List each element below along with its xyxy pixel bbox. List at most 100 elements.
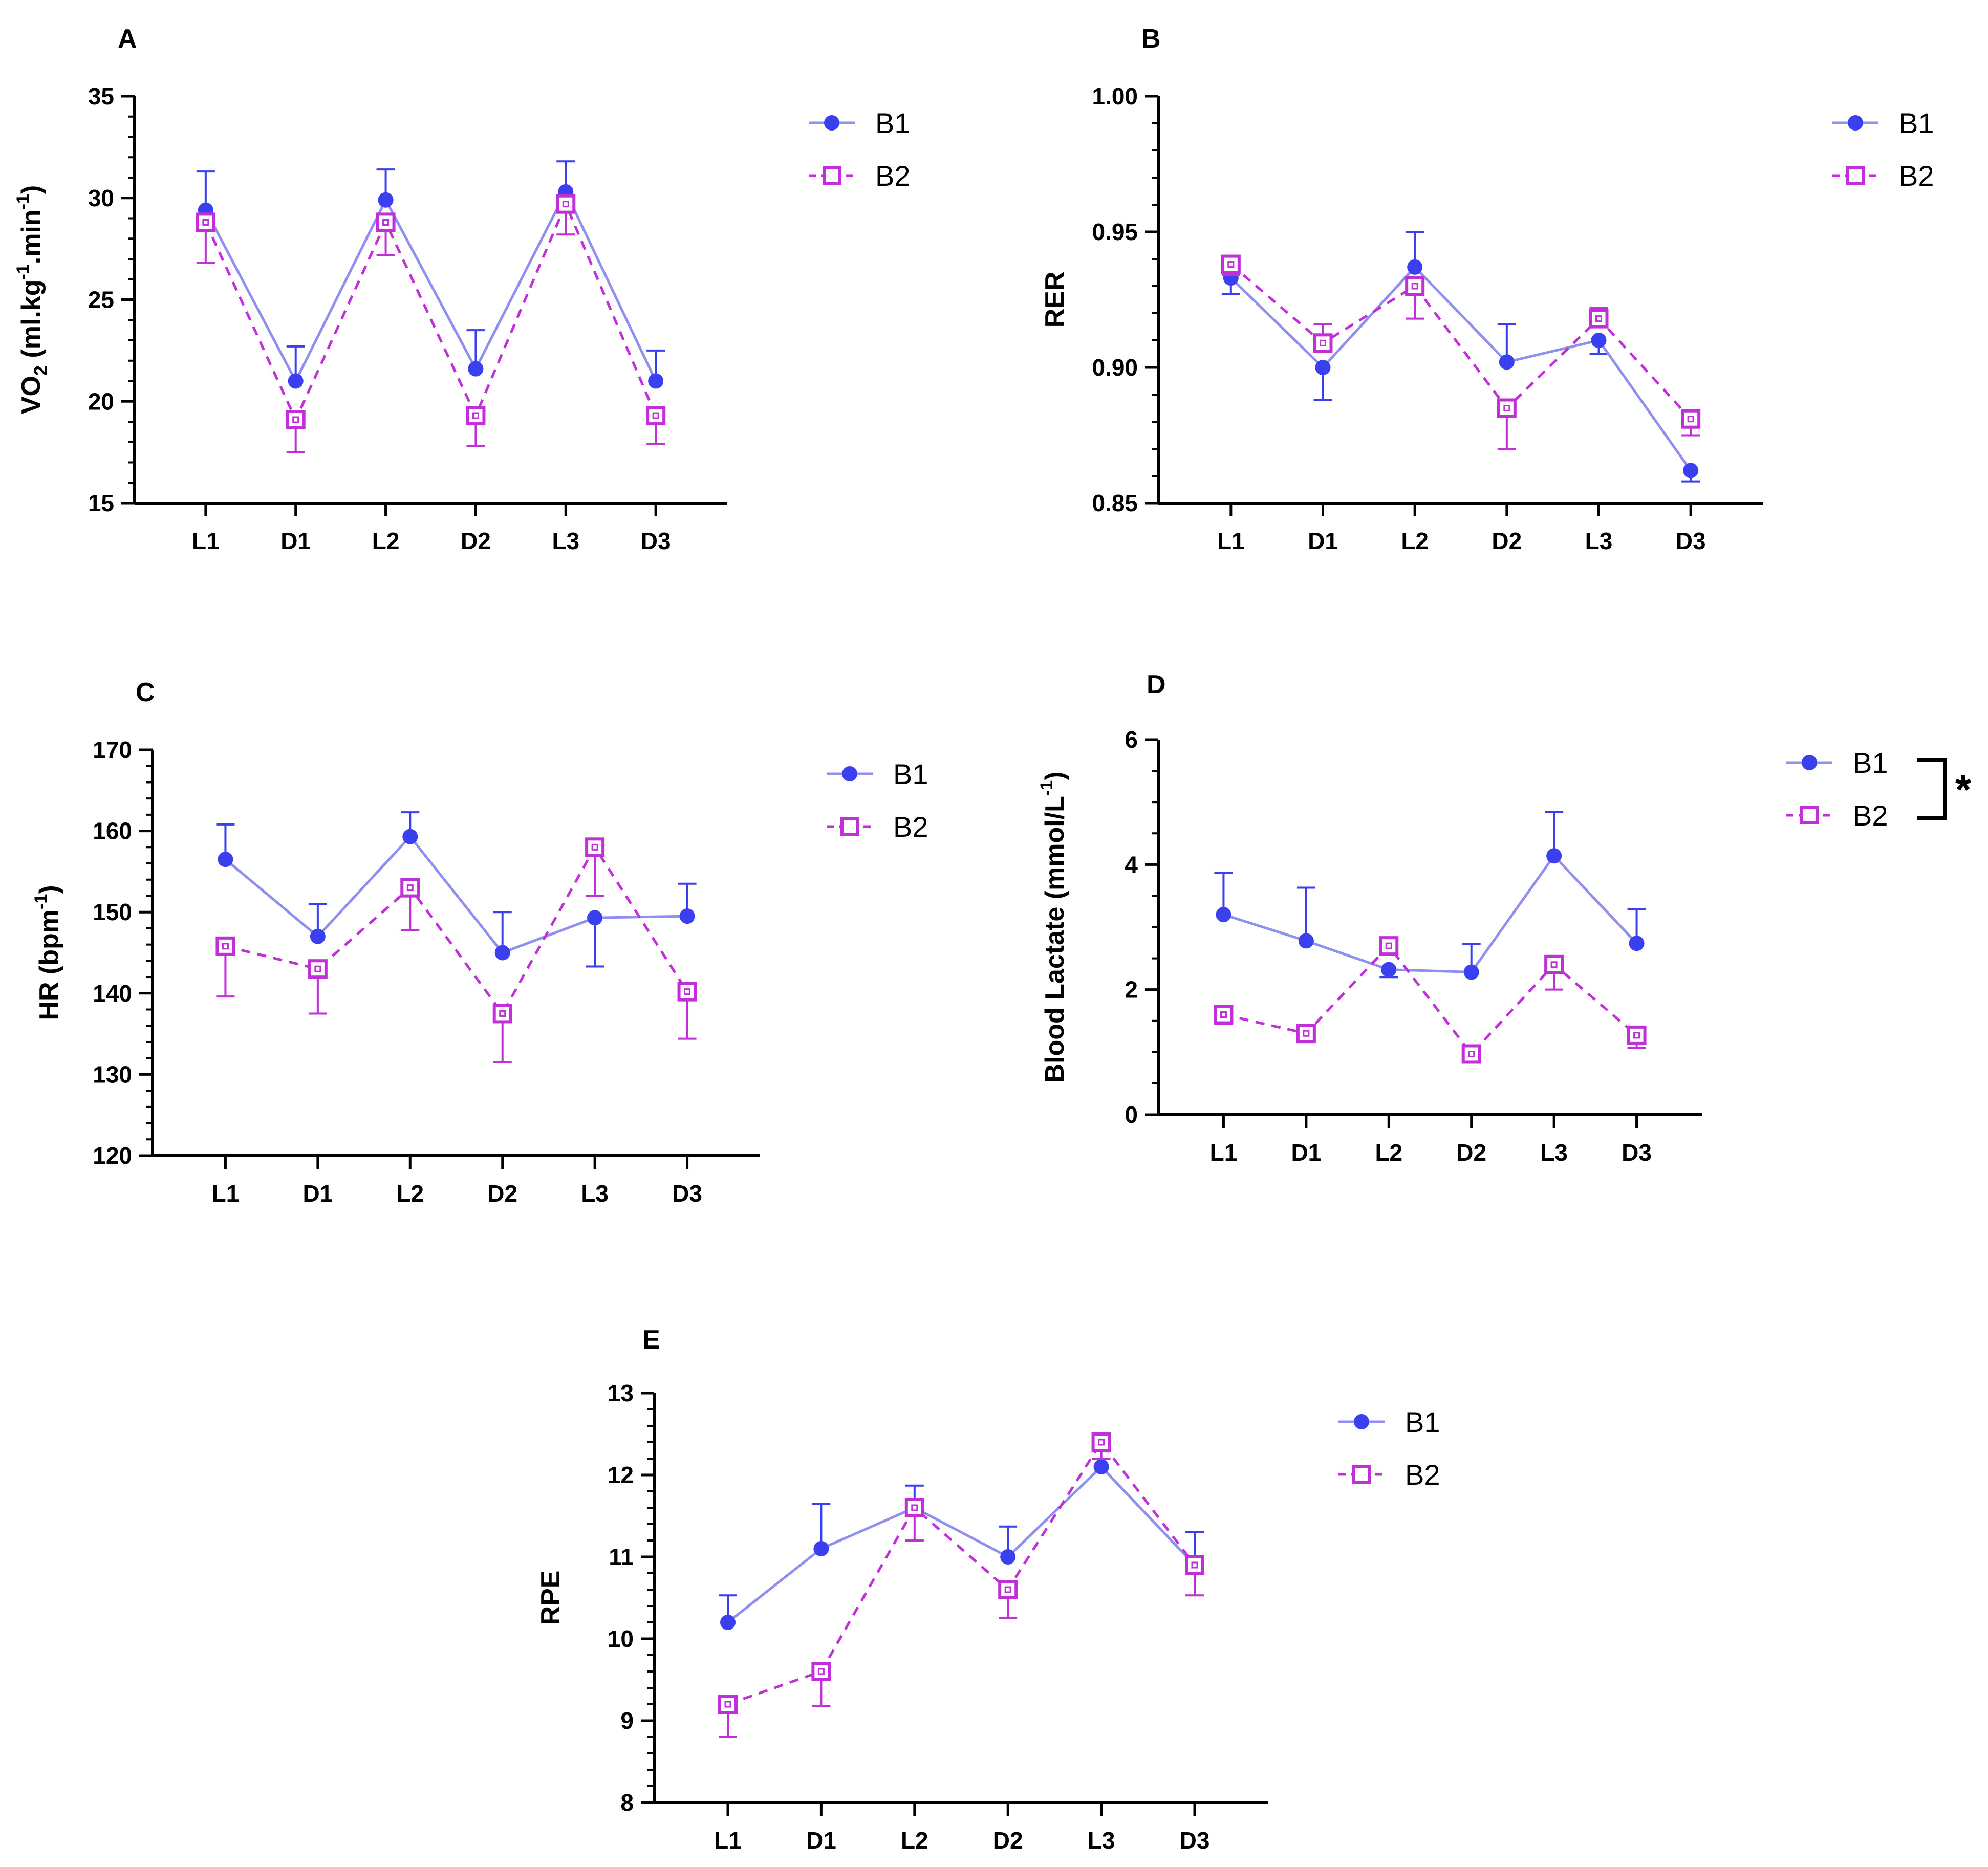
data-point (466, 406, 486, 426)
y-tick-label: 130 (93, 1061, 132, 1088)
data-point (1381, 962, 1397, 978)
y-tick-label: 170 (93, 736, 132, 763)
data-point (1683, 463, 1699, 479)
y-axis-title-part: ) (34, 885, 64, 894)
data-point-inner (1633, 1032, 1640, 1039)
data-point (720, 1615, 736, 1630)
x-tick-label: D3 (1676, 528, 1706, 554)
y-tick-label: 160 (93, 818, 132, 844)
legend-marker (1848, 115, 1863, 131)
series-b1 (1214, 811, 1646, 980)
data-point-inner (562, 201, 569, 208)
x-tick-label: D2 (487, 1180, 517, 1207)
data-point-inner (1468, 1050, 1475, 1057)
y-tick-label: 25 (88, 287, 114, 313)
y-axis-title-main: VO (16, 376, 46, 414)
y-axis-title-main: RER (1040, 272, 1070, 328)
legend-label: B1 (1899, 107, 1934, 139)
legend-marker (1846, 166, 1865, 185)
data-point-inner (1227, 261, 1235, 268)
legend: B1 B2 (1832, 107, 1934, 192)
y-axis-title: HR (bpm-1) (31, 885, 64, 1020)
x-tick-label: L1 (192, 528, 220, 554)
x-tick-label: D1 (1308, 528, 1338, 554)
y-axis-title-main: HR (bpm (34, 909, 64, 1021)
y-axis-title-sup: -1 (13, 194, 33, 209)
series-line (225, 844, 688, 1016)
legend-label: B1 (875, 107, 911, 139)
panel-b: B 0.85 0.90 0.95 1.00 L1 D1 L2 D2 L3 D3 RER B1 B2 (1040, 24, 1934, 554)
x-tick-label: D3 (672, 1180, 702, 1207)
series-b2 (718, 1432, 1204, 1738)
x-tick-label: L1 (1210, 1139, 1238, 1166)
y-axis-title: Blood Lactate (mmol/L-1) (1037, 771, 1070, 1082)
data-point-inner (1385, 942, 1392, 949)
data-point-inner (591, 843, 598, 851)
data-point (378, 192, 394, 208)
data-point (1298, 933, 1314, 949)
data-point-inner (911, 1504, 918, 1511)
data-point (1405, 276, 1425, 296)
data-point (1629, 936, 1645, 951)
y-tick-label: 6 (1125, 726, 1138, 753)
data-point-inner (406, 884, 414, 892)
legend-label: B2 (893, 811, 928, 843)
data-point (468, 361, 484, 377)
data-point (1681, 409, 1701, 429)
data-point-inner (292, 416, 299, 423)
data-point (1216, 907, 1231, 923)
data-point (1544, 954, 1564, 974)
series-line (1230, 265, 1692, 471)
y-axis-title: VO2 (ml.kg-1.min-1) (13, 185, 51, 414)
y-tick-label: 9 (620, 1707, 634, 1734)
y-tick-label: 20 (88, 388, 114, 415)
data-point (400, 878, 420, 898)
y-tick-label: 2 (1125, 976, 1138, 1003)
panel-letter: B (1141, 24, 1161, 54)
x-tick-label: D3 (641, 528, 671, 554)
data-point (218, 852, 233, 867)
x-tick-label: D2 (1456, 1139, 1486, 1166)
y-tick-label: 0.85 (1092, 490, 1138, 516)
y-axis-title-part: (ml.kg (16, 279, 46, 365)
data-point-inner (1098, 1439, 1105, 1446)
data-point (196, 212, 215, 232)
series-b1 (216, 811, 697, 968)
data-point (1627, 1025, 1647, 1045)
data-point-inner (724, 1701, 731, 1708)
data-point-inner (817, 1668, 825, 1675)
legend-marker (1354, 1414, 1369, 1429)
y-axis-title-main: Blood Lactate (mmol/L (1040, 796, 1070, 1082)
series-line (1223, 944, 1638, 1056)
legend-label: B2 (1853, 799, 1888, 832)
legend: B1 B2 (1338, 1406, 1440, 1491)
data-point (1000, 1549, 1016, 1565)
data-point-inner (684, 988, 691, 995)
y-axis-title-sup: -1 (13, 264, 33, 279)
data-point (1461, 1044, 1481, 1064)
data-point (308, 959, 328, 979)
y-axis-title-part: .min (16, 209, 46, 264)
y-axis-title-sup: -1 (1037, 780, 1056, 796)
data-point (215, 936, 235, 956)
x-tick-label: L3 (581, 1180, 609, 1207)
x-tick-label: D3 (1622, 1139, 1652, 1166)
data-point (646, 406, 666, 426)
data-point (677, 982, 697, 1002)
data-point (1091, 1432, 1111, 1452)
series-b2 (1221, 254, 1701, 450)
panel-c: C 120 130 140 150 160 170 L1 D1 L2 D2 L3 D3 HR (bpm-1… (31, 678, 928, 1207)
data-point (310, 928, 326, 944)
y-tick-label: 10 (608, 1625, 634, 1652)
y-tick-label: 0.95 (1092, 219, 1138, 245)
y-tick-label: 30 (88, 185, 114, 211)
x-tick-label: D1 (1291, 1139, 1321, 1166)
y-tick-label: 4 (1125, 851, 1138, 878)
data-point (556, 194, 576, 214)
y-axis-title: RER (1040, 272, 1070, 328)
x-tick-label: D1 (806, 1827, 836, 1854)
data-point-inner (1320, 339, 1327, 346)
data-point (718, 1695, 738, 1714)
x-tick-label: D3 (1180, 1827, 1210, 1854)
data-point (1313, 333, 1333, 353)
